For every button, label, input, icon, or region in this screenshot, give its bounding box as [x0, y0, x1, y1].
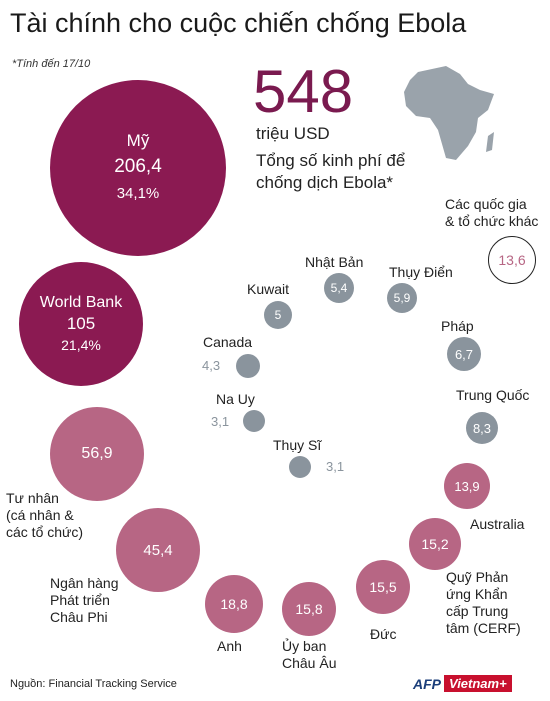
- label-private: Tư nhân (cá nhân & các tổ chức): [6, 490, 84, 540]
- bubble-value: 15,5: [369, 579, 397, 595]
- bubble-sweden: 5,9: [387, 283, 417, 313]
- bubble-switzerland: [289, 456, 311, 478]
- afp-logo: AFP: [413, 675, 441, 692]
- bubble-others: 13,6: [488, 236, 536, 284]
- label-sweden: Thụy Điển: [389, 264, 453, 280]
- bubble-world-bank: World Bank 105 21,4%: [19, 262, 143, 386]
- bubble-china: 8,3: [466, 412, 498, 444]
- total-description: Tổng số kinh phí để chống dịch Ebola*: [256, 151, 406, 192]
- label-afdb: Ngân hàng Phát triển Châu Phi: [50, 575, 119, 625]
- label-switzerland: Thụy Sĩ: [273, 437, 322, 453]
- bubble-value: 206,4: [114, 156, 162, 177]
- value-norway: 3,1: [211, 414, 230, 429]
- label-norway: Na Uy: [216, 391, 255, 407]
- bubble-value: 18,8: [220, 596, 248, 612]
- bubble-value: 105: [66, 314, 96, 333]
- bubble-eu: 15,8: [282, 582, 336, 636]
- bubble-uk: 18,8: [205, 575, 263, 633]
- bubble-value: 8,3: [472, 420, 492, 436]
- label-cerf: Quỹ Phản ứng Khẩn cấp Trung tâm (CERF): [446, 569, 521, 636]
- bubble-value: 15,2: [421, 536, 449, 552]
- value-canada: 4,3: [202, 358, 221, 373]
- bubble-japan: 5,4: [324, 273, 354, 303]
- total-value: 548: [253, 58, 354, 125]
- bubble-private: 56,9: [50, 407, 144, 501]
- bubble-value: 45,4: [143, 541, 173, 559]
- date-note: *Tính đến 17/10: [12, 58, 91, 70]
- bubble-kuwait: 5: [264, 301, 292, 329]
- bubble-share: 21,4%: [61, 337, 101, 353]
- label-kuwait: Kuwait: [247, 281, 290, 297]
- label-australia: Australia: [470, 516, 525, 532]
- value-switzerland: 3,1: [326, 459, 345, 474]
- bubble-label: Mỹ: [126, 131, 150, 150]
- bubble-value: 13,6: [498, 252, 526, 268]
- bubble-afdb: 45,4: [116, 508, 200, 592]
- label-others: Các quốc gia & tổ chức khác: [445, 196, 539, 229]
- vietnamplus-logo: Vietnam+: [444, 675, 512, 692]
- bubble-value: 5: [274, 308, 282, 322]
- label-china: Trung Quốc: [456, 387, 530, 403]
- label-germany: Đức: [370, 626, 397, 642]
- bubble-france: 6,7: [447, 337, 481, 371]
- bubble-label: World Bank: [39, 294, 123, 311]
- publisher-logo: AFP Vietnam+: [413, 675, 512, 692]
- bubble-australia: 13,9: [444, 463, 490, 509]
- label-uk: Anh: [217, 638, 242, 654]
- bubble-share: 34,1%: [116, 185, 160, 202]
- bubble-value: 56,9: [81, 445, 113, 462]
- bubble-norway: [243, 410, 265, 432]
- label-france: Pháp: [441, 318, 474, 334]
- source-note: Nguồn: Financial Tracking Service: [10, 678, 177, 690]
- bubble-value: 5,4: [330, 281, 348, 295]
- bubble-cerf: 15,2: [409, 518, 461, 570]
- bubble-value: 13,9: [454, 478, 480, 494]
- bubble-value: 6,7: [454, 346, 474, 362]
- bubble-germany: 15,5: [356, 560, 410, 614]
- africa-map-icon: [404, 66, 494, 160]
- label-canada: Canada: [203, 334, 253, 350]
- bubble-canada: [236, 354, 260, 378]
- label-japan: Nhật Bản: [305, 254, 364, 270]
- chart-title: Tài chính cho cuộc chiến chống Ebola: [10, 8, 467, 38]
- bubble-value: 5,9: [393, 291, 411, 305]
- bubble-my: Mỹ 206,4 34,1%: [50, 80, 226, 256]
- total-unit: triệu USD: [256, 124, 330, 143]
- bubble-value: 15,8: [295, 601, 323, 617]
- label-eu: Ủy ban Châu Âu: [282, 638, 337, 671]
